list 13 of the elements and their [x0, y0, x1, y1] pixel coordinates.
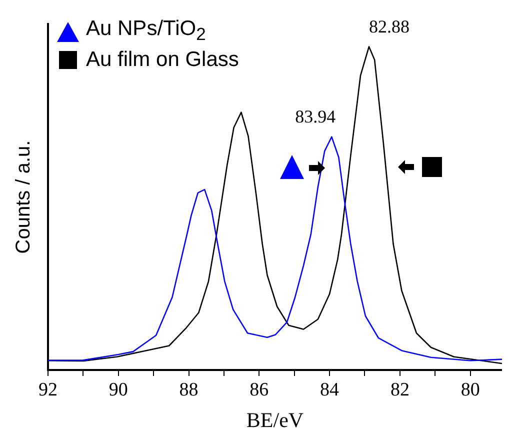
x-tick-label: 92 [38, 379, 58, 400]
legend-label: Au film on Glass [86, 47, 239, 74]
x-tick-label: 82 [390, 379, 410, 400]
x-tick-label: 84 [320, 379, 340, 400]
x-tick-label: 86 [250, 379, 269, 400]
x-tick-label: 88 [179, 379, 198, 400]
annotation: 83.94 [295, 106, 336, 127]
x-tick-label: 90 [108, 379, 128, 400]
x-axis-title: BE/eV [246, 408, 304, 432]
y-axis-title: Counts / a.u. [12, 140, 35, 254]
x-tick-label: 80 [460, 379, 480, 400]
legend-label: Au NPs/TiO$_{2}$ [86, 16, 206, 46]
annotation: 82.88 [368, 16, 410, 36]
